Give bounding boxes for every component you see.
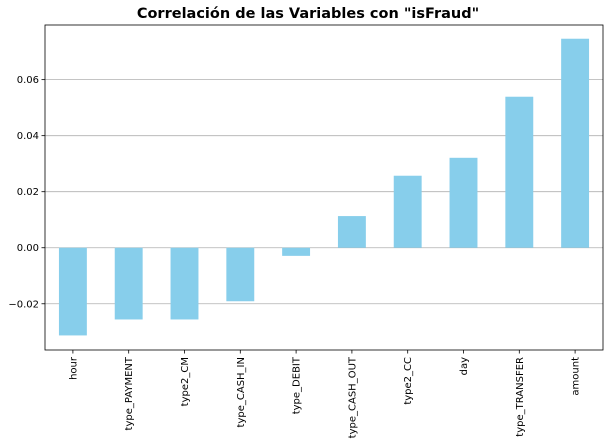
y-axis: −0.02 0.00 0.02 0.04 0.06 (8, 75, 45, 310)
bar (114, 247, 143, 320)
y-tick-label: 0.00 (17, 243, 39, 254)
x-tick-label: type2_CC (403, 357, 414, 405)
bars (58, 38, 590, 336)
bar (282, 247, 311, 256)
chart-title: Correlación de las Variables con "isFrau… (137, 6, 479, 22)
plot-frame (44, 24, 604, 351)
bar (58, 247, 87, 336)
bar (505, 96, 534, 248)
x-tick-label: hour (68, 356, 79, 380)
bar (226, 247, 255, 302)
bar (393, 175, 422, 248)
x-tick-label: type_TRANSFER (515, 357, 526, 437)
x-axis: hour type_PAYMENT type2_CM type_CASH_IN type… (68, 350, 582, 438)
x-tick-label: type_DEBIT (292, 356, 303, 414)
y-tick-label: 0.02 (17, 187, 39, 198)
x-tick-label: type2_CM (180, 357, 191, 406)
bar (449, 157, 478, 248)
x-tick-label: type_CASH_OUT (347, 356, 358, 438)
x-tick-label: amount (571, 357, 582, 396)
y-tick-label: 0.06 (17, 75, 39, 86)
y-tick-label: −0.02 (8, 299, 39, 310)
bar (170, 247, 199, 320)
x-tick-label: day (459, 357, 470, 375)
x-tick-label: type_PAYMENT (124, 356, 135, 430)
bar (337, 216, 366, 248)
y-tick-label: 0.04 (17, 131, 39, 142)
x-tick-label: type_CASH_IN (236, 357, 247, 427)
bar (561, 38, 590, 248)
